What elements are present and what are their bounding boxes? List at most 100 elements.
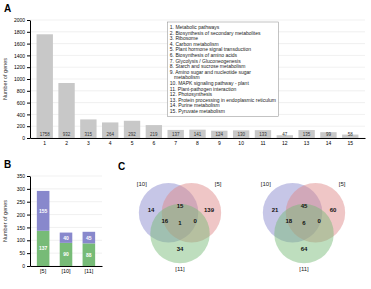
x-tick: 8 [196, 140, 199, 146]
annotation-box: 1. Metabolic pathways2. Biosynthesis of … [167, 22, 278, 117]
bar [298, 130, 314, 138]
venn-region-label: 16 [161, 218, 168, 224]
x-tick-label: 12 [282, 140, 288, 146]
y-tick-label: 200 [17, 123, 26, 129]
y-tick: 200 [17, 123, 30, 129]
x-tick: 3 [87, 140, 90, 146]
x-tick: 9 [218, 140, 221, 146]
grid-line [30, 188, 102, 189]
panel: [10][5][11]216045641806 [261, 181, 346, 272]
bar-segment [83, 232, 96, 244]
data-label: 124 [216, 132, 224, 137]
data-label: 47 [282, 132, 288, 137]
y-tick-label: 350 [17, 173, 26, 179]
y-tick-mark [27, 32, 30, 33]
x-tick-label: 14 [326, 140, 332, 146]
data-label: 133 [259, 132, 267, 137]
venn-region-label: 60 [330, 207, 337, 213]
y-tick: 0 [22, 135, 30, 141]
venn-circles [139, 183, 221, 263]
y-tick-label: 2000 [14, 17, 25, 23]
x-tick: 6 [152, 140, 155, 146]
bar-segment [83, 243, 96, 266]
data-label: 137 [39, 245, 48, 251]
y-tick: 1200 [14, 64, 30, 70]
venn-circle [274, 204, 333, 263]
data-label: 141 [194, 132, 202, 137]
venn-region-label: 139 [204, 207, 215, 213]
x-axis-line [31, 266, 103, 267]
bar-segment [60, 233, 73, 243]
venn-region-label: 21 [272, 207, 279, 213]
y-tick: 400 [17, 112, 30, 118]
venn-set-label: [11] [175, 266, 185, 272]
bar [102, 122, 118, 138]
data-label: 155 [39, 208, 48, 214]
x-tick-label: [10] [61, 268, 71, 274]
bar-segment [37, 191, 50, 231]
x-tick-label: 3 [87, 140, 90, 146]
data-label: 40 [63, 235, 69, 241]
grid-line [30, 176, 102, 177]
y-tick-label: 0 [22, 135, 25, 141]
y-tick-mark [27, 189, 30, 190]
bar [37, 34, 53, 138]
y-tick-label: 400 [17, 112, 26, 118]
y-tick-label: 1400 [14, 53, 25, 59]
x-tick-label: 6 [152, 140, 155, 146]
grid-line [30, 20, 365, 21]
y-tick: 800 [17, 88, 30, 94]
venn-region-label: 0 [318, 218, 322, 224]
x-tick: 7 [174, 140, 177, 146]
y-tick-mark [27, 215, 30, 216]
x-tick-label: 13 [304, 140, 310, 146]
venn-circles [263, 183, 345, 263]
x-tick-label: 11 [260, 140, 265, 146]
y-tick: 1600 [14, 41, 30, 47]
y-tick: 100 [17, 237, 30, 243]
x-tick: 10 [238, 140, 244, 146]
bar [124, 121, 140, 138]
data-label: 45 [86, 235, 92, 241]
y-tick: 300 [17, 186, 30, 192]
bar-segment [37, 231, 50, 266]
data-labels: 1758932315264292219137141124130133471359… [40, 132, 354, 137]
data-label: 99 [326, 132, 332, 137]
annotation-frame [167, 22, 278, 117]
data-label: 932 [63, 132, 71, 137]
x-axis: 123456789101112131415 [31, 139, 366, 146]
bar [233, 130, 249, 138]
venn-region-label: 1 [178, 220, 182, 226]
data-label: 135 [303, 132, 311, 137]
y-tick: 1800 [14, 29, 30, 35]
venn-region-label: 64 [301, 246, 308, 252]
y-tick-mark [27, 103, 30, 104]
grid [30, 20, 365, 138]
y-tick-mark [27, 240, 30, 241]
y-tick-mark [27, 20, 30, 21]
y-tick-label: 1800 [14, 29, 25, 35]
y-axis: 0200400600800100012001400160018002000 [14, 17, 31, 141]
x-tick-label: 5 [131, 140, 134, 146]
annotation-text: 9. Amino sugar and nucleotide sugar meta… [170, 69, 251, 81]
x-axis: [5][10][11] [31, 267, 103, 274]
y-axis: 050100150200250300350 [17, 173, 31, 269]
venn-labels: [10][5][11]1413915341601 [137, 181, 222, 272]
data-label: 292 [128, 132, 136, 137]
x-tick: 5 [131, 140, 134, 146]
chart-container: 1758932315264292219137141124130133471359… [0, 0, 371, 289]
x-tick: 15 [347, 140, 353, 146]
x-tick-label: 10 [238, 140, 244, 146]
venn-region-label: 6 [302, 220, 306, 226]
bar [80, 119, 96, 138]
y-tick-mark [27, 138, 30, 139]
y-tick: 200 [17, 212, 30, 218]
bar-segment [60, 243, 73, 266]
venn-set-label: [5] [215, 181, 222, 187]
venn-set-label: [11] [299, 266, 309, 272]
y-tick-mark [27, 202, 30, 203]
y-tick-label: 1600 [14, 41, 25, 47]
y-tick: 50 [19, 250, 30, 256]
x-tick-label: 15 [347, 140, 353, 146]
x-tick: 4 [109, 140, 112, 146]
